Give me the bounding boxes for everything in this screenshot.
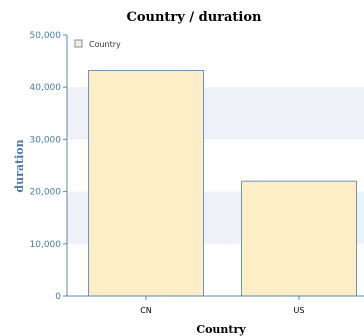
y-tick-label: 20,000 xyxy=(30,188,62,198)
x-tick-label: CN xyxy=(140,306,152,315)
legend-label: Country xyxy=(89,40,121,49)
bars xyxy=(88,69,357,297)
y-tick-label: 0 xyxy=(55,292,61,302)
bar-cn xyxy=(88,69,204,297)
y-tick-label: 40,000 xyxy=(30,83,62,93)
y-ticks: 0 10,000 20,000 30,000 40,000 50,000 xyxy=(30,31,67,302)
y-axis-title: duration xyxy=(13,139,26,192)
y-tick-label: 30,000 xyxy=(30,135,62,145)
chart-title: Country / duration xyxy=(126,10,262,25)
x-tick-label: US xyxy=(294,306,305,315)
legend: Country xyxy=(74,39,121,49)
x-ticks: CN US xyxy=(140,296,304,315)
x-axis-title: Country xyxy=(196,323,246,336)
axes xyxy=(66,35,364,297)
bar-us xyxy=(241,180,357,297)
y-tick-label: 10,000 xyxy=(30,240,62,250)
y-tick-label: 50,000 xyxy=(30,31,62,41)
legend-swatch-icon xyxy=(74,39,83,48)
